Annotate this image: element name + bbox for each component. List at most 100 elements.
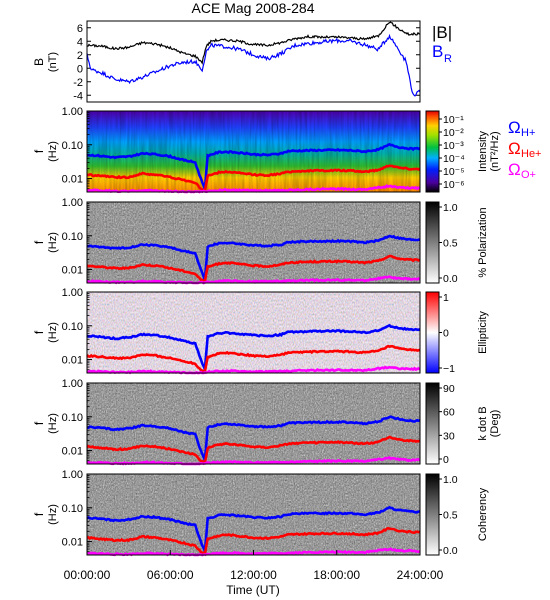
colorbar-tick-label: 10⁻² [443, 127, 464, 139]
freq-tick-label: 0.10 [62, 321, 83, 333]
colorbar-tick-label: 0.0 [443, 545, 458, 557]
colorbar [425, 291, 440, 374]
colorbar-tick-label: 10⁻⁵ [443, 166, 465, 178]
panel-frame [86, 382, 421, 465]
freq-tick-label: 0.01 [62, 174, 83, 186]
top-y-tick-label: -4 [73, 90, 83, 102]
top-y-tick-label: 0 [77, 63, 83, 75]
x-tick-label: 18:00:00 [313, 568, 360, 582]
x-tick-label: 06:00:00 [147, 568, 194, 582]
colorbar-tick-label: 10⁻¹ [443, 114, 464, 126]
spectrogram-panel-2: 1.00 0.10 0.01 f (Hz) 1.0 0.5 0.0 % Polarization [32, 197, 489, 285]
top-y-tick-label: 2 [77, 50, 83, 62]
gyrofreq-line-H-plus [86, 415, 421, 461]
x-axis-group: 00:00:00 06:00:00 12:00:00 18:00:00 24:00:00… [64, 550, 444, 597]
top-y-tick-label: 4 [77, 36, 83, 48]
colorbar-tick-label: 0 [443, 454, 449, 466]
freq-tick-label: 0.01 [62, 355, 83, 367]
panel-ylabel-unit: (Hz) [47, 504, 59, 525]
colorbar-label: k dot B [477, 406, 489, 440]
gyrofreq-line-He-plus [86, 164, 421, 193]
spectrogram-panel-5: 1.00 0.10 0.01 f (Hz) 1.0 0.5 0.0 Coherency [32, 469, 489, 557]
panel-ylabel-unit: (Hz) [47, 413, 59, 434]
colorbar-label: Intensity [477, 131, 489, 172]
top-y-tick-label: 6 [77, 23, 83, 35]
panel-ylabel: f [32, 421, 46, 425]
panel-ylabel-unit: (Hz) [47, 232, 59, 253]
panel-frame [86, 201, 421, 284]
legend-omega-2: Ω [508, 139, 521, 158]
freq-tick-label: 0.01 [62, 265, 83, 277]
colorbar-unit: (Deg) [489, 410, 501, 438]
colorbar [425, 110, 440, 193]
gyrofreq-line-O-plus [86, 184, 421, 194]
freq-tick-label: 1.00 [62, 287, 83, 299]
x-tick-label: 24:00:00 [397, 568, 444, 582]
legend-omega-sub-2: He+ [521, 148, 542, 160]
gyrofreq-line-H-plus [86, 505, 421, 552]
panel-ylabel: f [32, 330, 46, 334]
legend-omega-sub-1: H+ [521, 127, 535, 139]
legend-b-r-sub: R [444, 53, 452, 65]
colorbar-label: Coherency [477, 487, 489, 541]
colorbar-tick-label: 0 [443, 328, 449, 340]
gyrofreq-line-O-plus [86, 455, 421, 466]
x-tick-label: 00:00:00 [64, 568, 111, 582]
panel-frame [86, 291, 421, 374]
figure-title: ACE Mag 2008-284 [192, 0, 315, 16]
top-y-tick-label: -2 [73, 77, 83, 89]
colorbar-tick-label: 1.0 [443, 474, 458, 486]
gyrofreq-line-O-plus [86, 275, 421, 285]
colorbar-unit: (nT²/Hz) [489, 131, 501, 171]
gyrofreq-line-He-plus [86, 254, 421, 284]
colorbar-tick-label: 0.5 [443, 238, 458, 250]
gyrofreq-line-He-plus [86, 435, 421, 465]
top-ylabel: B [32, 58, 46, 66]
legend-b-total: |B| [432, 23, 452, 42]
series-line-b-r [86, 33, 421, 97]
spectrogram-panels: 1.000.100.01f (Hz)10⁻¹10⁻²10⁻³10⁻⁴10⁻⁵10⁻… [32, 106, 542, 557]
colorbar [425, 382, 440, 465]
gyrofreq-line-He-plus [86, 526, 421, 557]
panel-frame [86, 110, 421, 193]
gyrofreq-line-O-plus [86, 365, 421, 375]
freq-tick-label: 0.10 [62, 231, 83, 243]
colorbar-tick-label: 10⁻⁴ [443, 153, 465, 165]
gyrofreq-line-H-plus [86, 234, 421, 281]
freq-tick-label: 0.01 [62, 446, 83, 458]
freq-tick-label: 1.00 [62, 378, 83, 390]
freq-tick-label: 1.00 [62, 469, 83, 481]
legend-omega-1: Ω [508, 118, 521, 137]
spectrogram-panel-4: 1.00 0.10 0.01 f (Hz) 90 60 30 0 k dot B (Deg) [32, 378, 501, 466]
freq-tick-label: 1.00 [62, 197, 83, 209]
x-axis-label: Time (UT) [226, 583, 280, 597]
colorbar-tick-label: −1 [443, 363, 455, 375]
colorbar [425, 201, 440, 284]
colorbar-tick-label: 1 [443, 292, 449, 304]
spectrogram-panel-3: 1.00 0.10 0.01 f (Hz) 1 0 −1 Ellipticity [32, 287, 489, 375]
panel-ylabel-unit: (Hz) [47, 141, 59, 162]
figure-title-group: ACE Mag 2008-284 [192, 0, 315, 16]
gyrofreq-line-H-plus [86, 142, 421, 190]
colorbar-tick-label: 10⁻⁶ [443, 179, 465, 191]
panel-ylabel-unit: (Hz) [47, 322, 59, 343]
gyrofreq-line-H-plus [86, 323, 421, 375]
legend-omega-sub-3: O+ [521, 169, 536, 181]
colorbar-tick-label: 0.5 [443, 510, 458, 522]
gyrofreq-line-He-plus [86, 344, 421, 374]
top-panel-frame [86, 20, 421, 103]
colorbar-tick-label: 0.0 [443, 273, 458, 285]
freq-tick-label: 0.10 [62, 140, 83, 152]
colorbar-tick-label: 1.0 [443, 202, 458, 214]
freq-tick-label: 0.10 [62, 503, 83, 515]
series-line-b-total [86, 21, 421, 65]
top-ylabel-unit: (nT) [47, 52, 59, 72]
x-tick-label: 12:00:00 [230, 568, 277, 582]
colorbar-label: Ellipticity [477, 311, 489, 354]
legend-b-r: B [432, 42, 443, 61]
freq-tick-label: 0.01 [62, 537, 83, 549]
panel-ylabel: f [32, 512, 46, 516]
colorbar-tick-label: 30 [443, 430, 455, 442]
colorbar-tick-label: 90 [443, 383, 455, 395]
